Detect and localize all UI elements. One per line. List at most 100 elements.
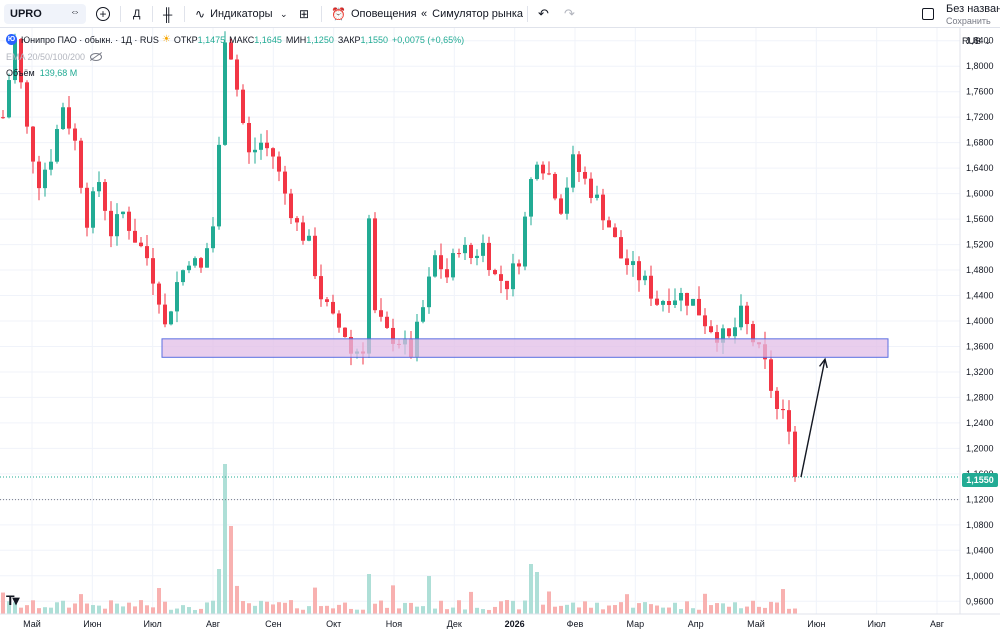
candle-body xyxy=(19,39,23,83)
candle-body xyxy=(37,161,41,189)
candle-body xyxy=(25,82,29,127)
volume-bar xyxy=(637,603,641,614)
plus-icon: + xyxy=(96,7,110,21)
volume-bar xyxy=(493,606,497,614)
add-symbol-button[interactable]: + xyxy=(96,0,110,28)
symbol-search[interactable]: UPRO ⇔ xyxy=(4,4,86,24)
candle-body xyxy=(523,216,527,267)
volume-bar xyxy=(607,605,611,614)
price-tick-label: 1,6400 xyxy=(966,163,994,173)
candle-body xyxy=(493,270,497,275)
candle-body xyxy=(163,304,167,325)
volume-bar xyxy=(613,605,617,614)
price-tick-label: 1,6000 xyxy=(966,189,994,199)
volume-bar xyxy=(7,601,11,614)
volume-bar xyxy=(283,602,287,614)
candle-body xyxy=(187,265,191,271)
candle-body xyxy=(595,194,599,198)
candle-body xyxy=(289,193,293,219)
volume-bar xyxy=(211,600,215,614)
volume-bar xyxy=(337,604,341,614)
volume-bar xyxy=(529,564,533,614)
legend-title[interactable]: Юнипро ПАО · обыкн. · 1Д · RUS xyxy=(21,34,159,45)
candles-icon[interactable]: ╫ xyxy=(163,6,173,22)
candle-body xyxy=(115,214,119,237)
volume-bar xyxy=(691,608,695,614)
volume-bar xyxy=(199,608,203,614)
candle-body xyxy=(643,275,647,281)
volume-bar xyxy=(769,601,773,614)
volume-bar xyxy=(223,464,227,614)
candle-body xyxy=(421,307,425,322)
candle-body xyxy=(709,326,713,333)
price-tick-label: 1,3200 xyxy=(966,367,994,377)
candle-body xyxy=(697,298,701,316)
volume-bar xyxy=(547,591,551,614)
candle-body xyxy=(55,129,59,162)
indicators-button[interactable]: ∿ Индикаторы xyxy=(195,0,273,28)
layout-name[interactable]: Без назван Сохранить xyxy=(946,3,1000,27)
alerts-button[interactable]: ⏰ Оповещения xyxy=(331,0,417,28)
candle-body xyxy=(385,316,389,328)
layout-checkbox[interactable] xyxy=(922,0,934,28)
symbol-text: UPRO xyxy=(10,8,42,20)
arrow-line xyxy=(800,359,826,478)
price-tick-label: 0,9600 xyxy=(966,596,994,606)
open-value: 1,1475 xyxy=(197,34,226,45)
time-tick-label: Май xyxy=(23,619,41,629)
candle-body xyxy=(265,142,269,149)
price-tick-label: 1,2400 xyxy=(966,418,994,428)
time-tick-label: Июн xyxy=(807,619,825,629)
time-tick-label: Сен xyxy=(265,619,282,629)
volume-legend[interactable]: Объём 139,68 M xyxy=(6,68,81,78)
undo-icon[interactable]: ↶ xyxy=(538,6,549,21)
candle-body xyxy=(637,261,641,281)
low-value: 1,1250 xyxy=(306,34,334,45)
templates-icon[interactable]: ⊞ xyxy=(299,7,310,21)
candle-body xyxy=(553,173,557,199)
chevron-down-icon[interactable]: ⌄ xyxy=(280,8,288,19)
candle-body xyxy=(133,230,137,243)
candles xyxy=(1,31,797,482)
currency-button[interactable]: RUB ⌄ xyxy=(962,34,994,48)
volume-bar xyxy=(667,607,671,614)
volume-bar xyxy=(601,609,605,614)
volume-bar xyxy=(481,609,485,614)
volume-bar xyxy=(13,602,17,614)
volume-label: Объём xyxy=(6,68,35,78)
volume-bar xyxy=(67,607,71,614)
time-tick-label: Авг xyxy=(930,619,945,629)
chart-legend: Ю Юнипро ПАО · обыкн. · 1Д · RUS ☀ ОТКР … xyxy=(6,34,468,45)
time-tick-label: Авг xyxy=(206,619,221,629)
candle-body xyxy=(787,410,791,432)
high-label: МАКС xyxy=(229,34,255,45)
tradingview-logo-icon[interactable]: T▾ xyxy=(6,592,20,608)
candle-body xyxy=(547,173,551,175)
compare-icon[interactable]: ⇔ xyxy=(70,7,80,18)
layout-title: Без назван xyxy=(946,3,1000,15)
volume-bar xyxy=(589,607,593,614)
candle-body xyxy=(685,292,689,306)
candle-body xyxy=(211,226,215,249)
price-tick-label: 1,8400 xyxy=(966,36,994,46)
volume-bar xyxy=(787,608,791,614)
time-tick-label: Апр xyxy=(688,619,704,629)
volume-bar xyxy=(679,609,683,614)
ema-legend[interactable]: EMA 20/50/100/200 xyxy=(6,52,103,62)
candle-body xyxy=(469,244,473,259)
symbol-logo: Ю xyxy=(6,34,17,45)
candle-body xyxy=(529,179,533,217)
volume-bar xyxy=(523,600,527,614)
redo-icon[interactable]: ↷ xyxy=(564,6,575,21)
eye-hidden-icon[interactable] xyxy=(90,53,103,61)
ema-label: EMA 20/50/100/200 xyxy=(6,52,86,62)
replay-button[interactable]: « Симулятор рынка xyxy=(421,0,523,28)
change-value: +0,0075 (+0,65%) xyxy=(392,34,465,45)
interval-button[interactable]: Д xyxy=(133,8,141,20)
volume-bar xyxy=(313,587,317,614)
candle-body xyxy=(715,332,719,343)
candle-body xyxy=(193,258,197,266)
volume-bar xyxy=(553,606,557,614)
time-tick-label: Ноя xyxy=(386,619,403,629)
